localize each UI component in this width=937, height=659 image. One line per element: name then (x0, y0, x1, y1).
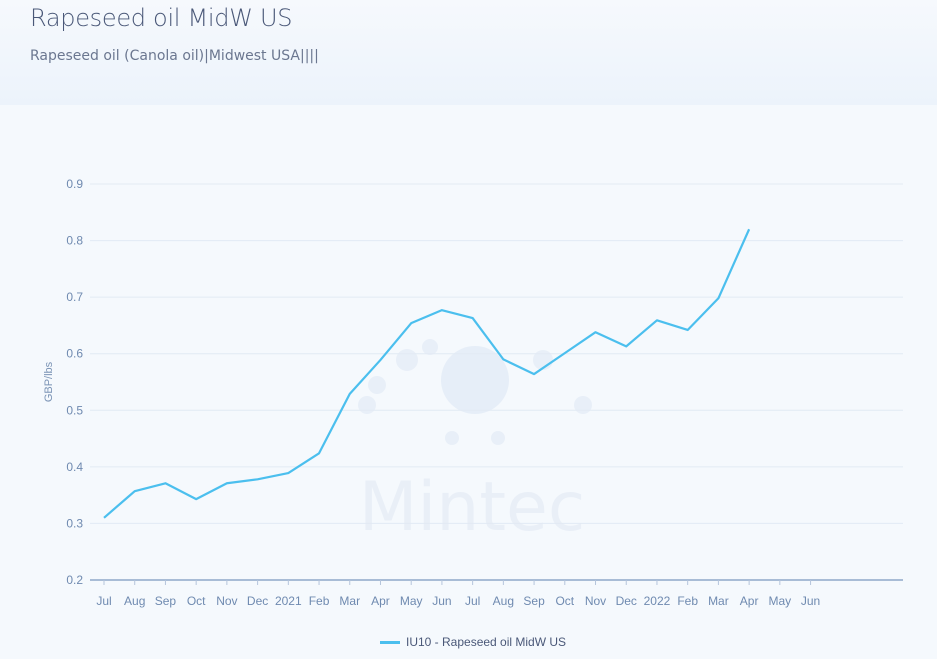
watermark-text: Mintec (359, 468, 586, 547)
x-tick-label: Dec (616, 594, 637, 608)
x-tick-label: Jul (465, 594, 480, 608)
data-point[interactable] (439, 308, 444, 313)
data-point[interactable] (194, 497, 199, 502)
series-line (103, 228, 751, 519)
data-point[interactable] (624, 344, 629, 349)
x-tick-label: Sep (523, 594, 545, 608)
x-tick-label: 2022 (644, 594, 671, 608)
y-tick-label: 0.9 (66, 177, 83, 191)
data-point[interactable] (716, 296, 721, 301)
x-tick-label: Apr (371, 594, 390, 608)
header: Rapeseed oil MidW US Rapeseed oil (Canol… (0, 0, 937, 105)
y-tick-label: 0.4 (66, 460, 83, 474)
y-tick-label: 0.3 (66, 516, 83, 530)
x-tick-label: May (769, 594, 792, 608)
x-tick-label: Jun (801, 594, 820, 608)
x-tick-label: Dec (247, 594, 268, 608)
data-point[interactable] (163, 481, 168, 486)
watermark: Mintec (358, 339, 592, 547)
data-point[interactable] (255, 477, 260, 482)
y-axis-label: GBP/lbs (43, 361, 55, 402)
x-tick-label: Feb (677, 594, 698, 608)
x-tick-label: Feb (309, 594, 330, 608)
y-tick-label: 0.2 (66, 573, 83, 587)
y-tick-label: 0.5 (66, 403, 83, 417)
data-point[interactable] (378, 357, 383, 362)
x-tick-label: 2021 (275, 594, 302, 608)
x-tick-label: Apr (740, 594, 759, 608)
x-tick-label: Aug (493, 594, 514, 608)
data-point[interactable] (102, 515, 107, 520)
data-point[interactable] (409, 321, 414, 326)
y-tick-label: 0.6 (66, 347, 83, 361)
x-tick-label: Nov (216, 594, 237, 608)
data-point[interactable] (654, 318, 659, 323)
data-point[interactable] (132, 489, 137, 494)
x-tick-label: Oct (555, 594, 574, 608)
y-tick-label: 0.8 (66, 234, 83, 248)
data-point[interactable] (562, 351, 567, 356)
data-point[interactable] (347, 391, 352, 396)
x-tick-label: Sep (155, 594, 177, 608)
page-title: Rapeseed oil MidW US (30, 4, 293, 32)
data-point[interactable] (317, 451, 322, 456)
legend-item[interactable]: IU10 - Rapeseed oil MidW US (380, 635, 566, 649)
x-tick-label: Mar (708, 594, 729, 608)
data-point[interactable] (224, 481, 229, 486)
x-tick-label: Oct (187, 594, 206, 608)
x-tick-label: Jun (432, 594, 451, 608)
data-point[interactable] (747, 227, 752, 232)
data-point[interactable] (286, 471, 291, 476)
data-point[interactable] (593, 330, 598, 335)
data-point[interactable] (685, 327, 690, 332)
page-subtitle: Rapeseed oil (Canola oil)|Midwest USA|||… (30, 48, 319, 64)
data-point[interactable] (501, 357, 506, 362)
data-point[interactable] (532, 372, 537, 377)
legend-label: IU10 - Rapeseed oil MidW US (406, 635, 567, 649)
x-tick-label: Mar (339, 594, 360, 608)
y-tick-label: 0.7 (66, 290, 83, 304)
x-tick-label: May (400, 594, 423, 608)
legend-swatch (380, 640, 400, 644)
data-point[interactable] (470, 316, 475, 321)
x-tick-label: Jul (96, 594, 111, 608)
x-tick-label: Nov (585, 594, 606, 608)
x-tick-label: Aug (124, 594, 145, 608)
